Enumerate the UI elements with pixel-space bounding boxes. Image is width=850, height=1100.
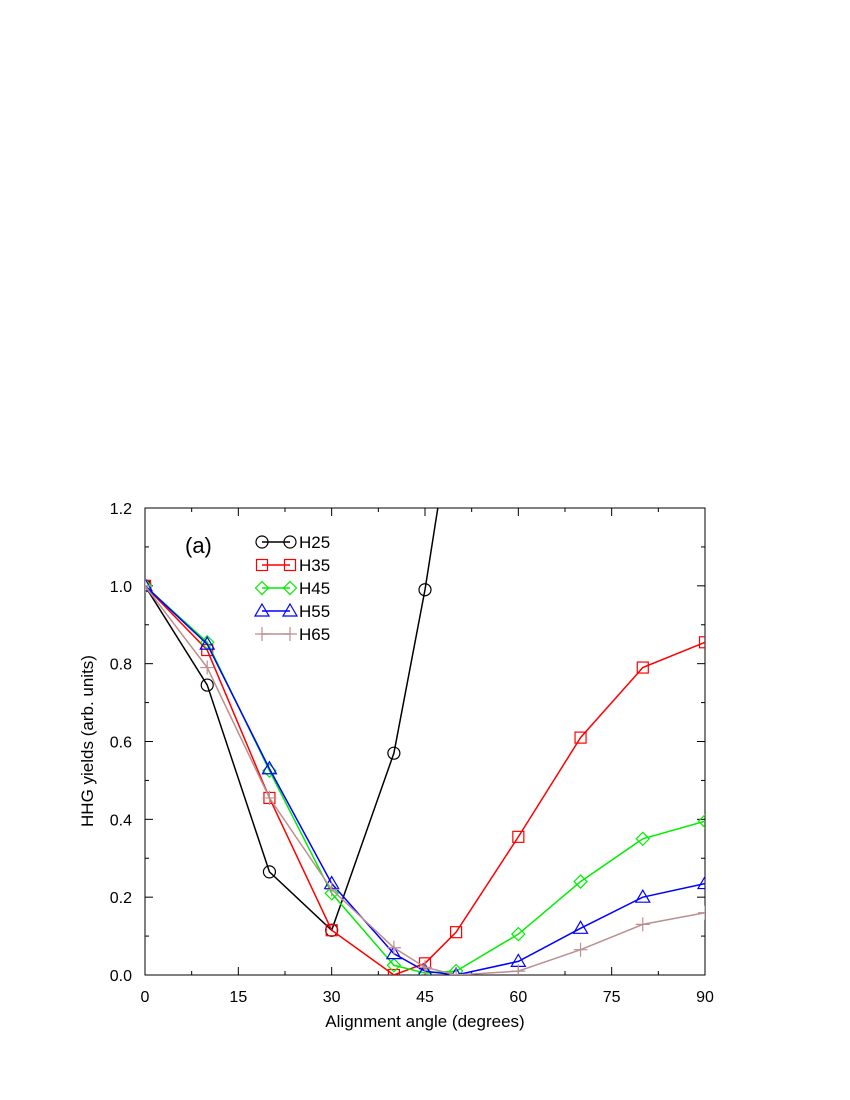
y-tick-label: 0.4 <box>110 812 132 829</box>
data-point-h65 <box>698 905 705 920</box>
y-tick-label: 0.2 <box>110 890 132 907</box>
data-point-h35 <box>512 830 525 843</box>
data-point-h55 <box>199 636 216 650</box>
axis-tick-labels: 0 15 30 45 60 75 90 0.0 0.2 0.4 0.6 0.8 1.0 1.2 <box>110 501 714 1006</box>
data-point-h45 <box>697 813 705 829</box>
data-point-h25 <box>262 865 277 879</box>
data-point-h35 <box>387 968 400 975</box>
y-tick-label: 1.2 <box>110 501 132 518</box>
data-point-h25 <box>387 746 401 760</box>
data-point-h35 <box>698 636 705 649</box>
panel-label: (a) <box>185 533 212 558</box>
data-point-h45 <box>145 578 153 594</box>
legend-item-h45: H45 <box>254 579 330 598</box>
legend-marker-right <box>281 602 299 617</box>
x-tick-label: 45 <box>416 989 434 1006</box>
y-tick-label: 0.8 <box>110 657 132 674</box>
legend-marker-left <box>255 535 269 549</box>
series-h55 <box>145 577 705 975</box>
legend-item-h55: H55 <box>253 602 330 621</box>
data-point-h55 <box>145 577 154 592</box>
data-point-h55 <box>261 760 278 775</box>
data-point-h55 <box>634 888 651 903</box>
series-layer <box>145 385 705 975</box>
x-axis-label: Alignment angle (degrees) <box>325 1012 524 1031</box>
series-line-h35 <box>145 585 705 975</box>
data-point-h65 <box>573 942 588 957</box>
data-point-h55 <box>572 920 589 934</box>
legend-item-h65: H65 <box>255 625 330 644</box>
legend-label-h45: H45 <box>299 579 330 598</box>
series-h25 <box>145 385 462 937</box>
data-point-h65 <box>418 960 432 975</box>
legend-item-h35: H35 <box>255 556 330 575</box>
data-point-h65 <box>511 964 526 975</box>
data-point-h45 <box>510 926 526 942</box>
legend-label-h55: H55 <box>299 602 330 621</box>
data-point-h65 <box>262 790 277 805</box>
series-line-h25 <box>145 508 439 932</box>
x-tick-label: 0 <box>141 989 150 1006</box>
data-point-h65 <box>449 968 464 975</box>
data-point-h45 <box>386 957 402 973</box>
y-tick-label: 0.0 <box>110 968 132 985</box>
series-line-h45 <box>145 585 705 974</box>
plot-frame <box>144 507 706 976</box>
data-point-h45 <box>324 885 340 901</box>
data-point-h65 <box>324 882 339 897</box>
series-line-h55 <box>145 585 705 975</box>
series-h45 <box>145 578 705 975</box>
legend-marker-left <box>255 558 269 572</box>
data-point-h45 <box>573 874 588 889</box>
x-tick-label: 60 <box>509 989 527 1006</box>
legend-marker-right <box>283 627 297 641</box>
data-point-h55 <box>385 945 402 960</box>
legend-marker-left <box>254 580 270 596</box>
data-point-h25 <box>418 583 432 597</box>
legend-marker-left <box>255 627 269 641</box>
legend-label-h25: H25 <box>299 533 330 552</box>
data-point-h65 <box>145 578 152 593</box>
x-tick-label: 90 <box>696 989 714 1006</box>
legend-label-h35: H35 <box>299 556 330 575</box>
series-line-h65 <box>145 585 705 975</box>
data-point-h55 <box>696 875 705 890</box>
data-point-h45 <box>448 963 464 975</box>
data-point-h65 <box>635 917 650 932</box>
legend-marker-right <box>283 558 297 572</box>
data-point-h65 <box>386 940 401 955</box>
legend-item-h25: H25 <box>255 533 330 552</box>
y-tick-label: 0.6 <box>110 735 132 752</box>
data-point-h35 <box>636 661 649 674</box>
x-tick-label: 15 <box>229 989 247 1006</box>
x-tick-label: 30 <box>323 989 341 1006</box>
axis-ticks <box>144 507 706 976</box>
legend: H25 H35 H45 H55 H65 <box>253 533 330 644</box>
data-point-h35 <box>325 924 338 937</box>
data-point-h35 <box>450 926 463 939</box>
legend-marker-left <box>253 602 271 617</box>
data-point-h65 <box>200 660 215 675</box>
legend-marker-right <box>283 535 297 549</box>
data-point-h45 <box>635 831 651 847</box>
data-point-h35 <box>574 731 587 744</box>
data-point-h25 <box>450 385 462 397</box>
series-h65 <box>145 578 705 975</box>
y-axis-label: HHG yields (arb. units) <box>78 655 97 827</box>
x-tick-label: 75 <box>603 989 621 1006</box>
data-point-h55 <box>417 962 433 975</box>
legend-marker-right <box>282 580 298 596</box>
data-point-h25 <box>200 678 214 692</box>
y-tick-label: 1.0 <box>110 579 132 596</box>
legend-label-h65: H65 <box>299 625 330 644</box>
series-h35 <box>145 579 705 975</box>
